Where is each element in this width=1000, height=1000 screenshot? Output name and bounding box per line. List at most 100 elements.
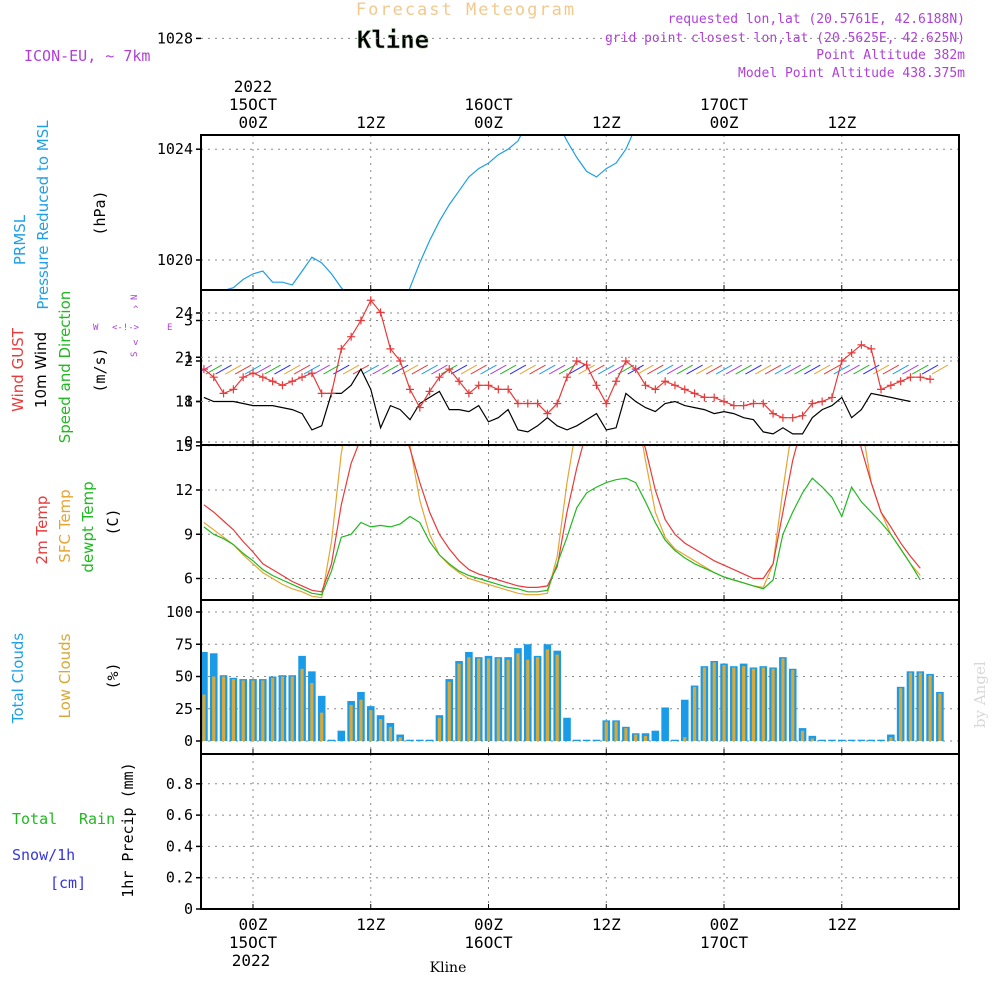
low-cloud-bar xyxy=(359,699,363,741)
wind-arrow xyxy=(362,364,380,375)
low-cloud-bar xyxy=(467,657,471,741)
dewpt-label: dewpt Temp xyxy=(79,481,97,572)
temp-ytick-label: 6 xyxy=(184,570,193,588)
low-cloud-bar xyxy=(604,721,608,741)
low-cloud-bar xyxy=(771,668,775,741)
wind-arrow xyxy=(715,364,733,375)
clouds-ytick-label: 75 xyxy=(175,635,193,653)
pressure-unit-label: (hPa) xyxy=(91,190,109,235)
gust-marker xyxy=(445,365,454,374)
gust-marker xyxy=(533,399,542,408)
gust-marker xyxy=(592,381,601,390)
low-cloud-bar xyxy=(202,694,206,741)
wind-arrow xyxy=(490,364,507,375)
model-point-altitude: Model Point Altitude 438.375m xyxy=(738,66,965,81)
gust-marker xyxy=(582,361,591,370)
gust-marker xyxy=(808,399,817,408)
wind-arrow xyxy=(450,364,468,375)
chart-panels: 1020 1024 1028 1 0 3 20 1 2 3 6 9 12 15 18 21 24 0 25 50 75 1… xyxy=(157,29,960,918)
pressure-ytick-label: 1024 xyxy=(157,140,193,158)
precip-snow-label: Snow/1h xyxy=(12,846,75,864)
gust-marker xyxy=(327,389,336,398)
low-cloud-bar xyxy=(702,667,706,741)
gust-marker xyxy=(268,377,277,386)
low-cloud-bar xyxy=(624,728,628,741)
top-date-label: 16OCT xyxy=(464,95,513,114)
gust-marker xyxy=(818,397,827,406)
gust-marker xyxy=(484,381,493,390)
low-cloud-bar xyxy=(526,659,530,741)
low-cloud-bar xyxy=(908,672,913,741)
temp-ytick-label: 18 xyxy=(175,393,193,411)
pressure-desc-label: Pressure Reduced to MSL xyxy=(34,120,52,310)
wind-arrow xyxy=(254,364,272,375)
gust-marker xyxy=(827,393,836,402)
low-cloud-bar xyxy=(486,658,491,741)
total-cloud-bar xyxy=(671,739,679,741)
gust-marker xyxy=(337,344,346,353)
low-cloud-bar xyxy=(320,712,324,741)
gust-marker xyxy=(906,373,915,382)
gust-marker xyxy=(278,381,287,390)
low-cloud-bar xyxy=(241,680,245,741)
gust-marker xyxy=(455,377,464,386)
wind-ytick-label: 0 xyxy=(184,433,193,451)
wind-arrow xyxy=(764,364,782,375)
low-cloud-bar xyxy=(349,704,353,741)
forecast-meteogram-title: Forecast Meteogram xyxy=(356,0,576,20)
gust-marker xyxy=(739,401,748,410)
temp-unit-label: (C) xyxy=(104,508,122,535)
wind-arrow xyxy=(274,364,291,375)
low-cloud-bar xyxy=(310,682,314,741)
total-cloud-bar xyxy=(406,739,414,741)
wind-arrow xyxy=(480,364,497,375)
gust-marker xyxy=(631,365,640,374)
top-date-label: 17OCT xyxy=(700,95,749,114)
wind-arrow xyxy=(872,364,890,375)
wind-arrow xyxy=(696,364,713,375)
gust-marker xyxy=(347,332,356,341)
wind-arrow xyxy=(470,364,487,375)
total-cloud-bar xyxy=(828,739,836,741)
gust-marker xyxy=(641,381,650,390)
wind10-series-line xyxy=(203,367,911,435)
grid-point-coords: grid point closest lon,lat (20.5625E, 42… xyxy=(605,31,965,46)
gust-marker xyxy=(798,411,807,420)
wind-arrow xyxy=(509,364,527,375)
wind-ytick-label: 2 xyxy=(184,352,193,370)
gust-marker xyxy=(513,399,522,408)
total-cloud-bar xyxy=(592,739,601,741)
top-year-label: 2022 xyxy=(234,77,273,96)
prmsl-label: PRMSL xyxy=(11,214,29,265)
gust-marker xyxy=(474,381,483,390)
gust-marker xyxy=(229,385,238,394)
requested-coords: requested lon,lat (20.5761E, 42.6188N) xyxy=(668,12,965,27)
gust-marker xyxy=(406,385,415,394)
point-altitude: Point Altitude 382m xyxy=(816,48,965,63)
total-cloud-bar xyxy=(337,730,346,741)
gust-marker xyxy=(494,385,503,394)
gust-marker xyxy=(690,389,699,398)
gust-marker xyxy=(396,357,405,365)
gust-marker xyxy=(425,387,434,396)
pressure-ytick-label: 1020 xyxy=(157,251,193,269)
gust-marker xyxy=(788,413,797,422)
low-cloud-bar xyxy=(683,737,687,741)
wind-panel: 0 1 2 3 xyxy=(184,289,960,451)
gust-marker xyxy=(307,369,316,378)
bottom-year-label: 2022 xyxy=(232,951,271,970)
total-cloud-bar xyxy=(582,739,591,741)
top-hour-label: 00Z xyxy=(710,113,739,132)
temp-ytick-label: 15 xyxy=(175,437,193,455)
wind-10m-label: 10m Wind xyxy=(32,332,50,408)
gust-marker xyxy=(700,393,709,402)
low-cloud-bar xyxy=(516,653,520,741)
wind-arrow xyxy=(755,364,772,375)
wind-arrow xyxy=(823,364,841,375)
total-cloud-bar xyxy=(573,739,581,741)
low-cloud-bar xyxy=(290,676,294,741)
total-cloud-bar xyxy=(661,707,669,741)
gust-marker xyxy=(749,399,758,408)
low-cloud-bar xyxy=(496,658,500,741)
gust-marker xyxy=(926,375,935,384)
